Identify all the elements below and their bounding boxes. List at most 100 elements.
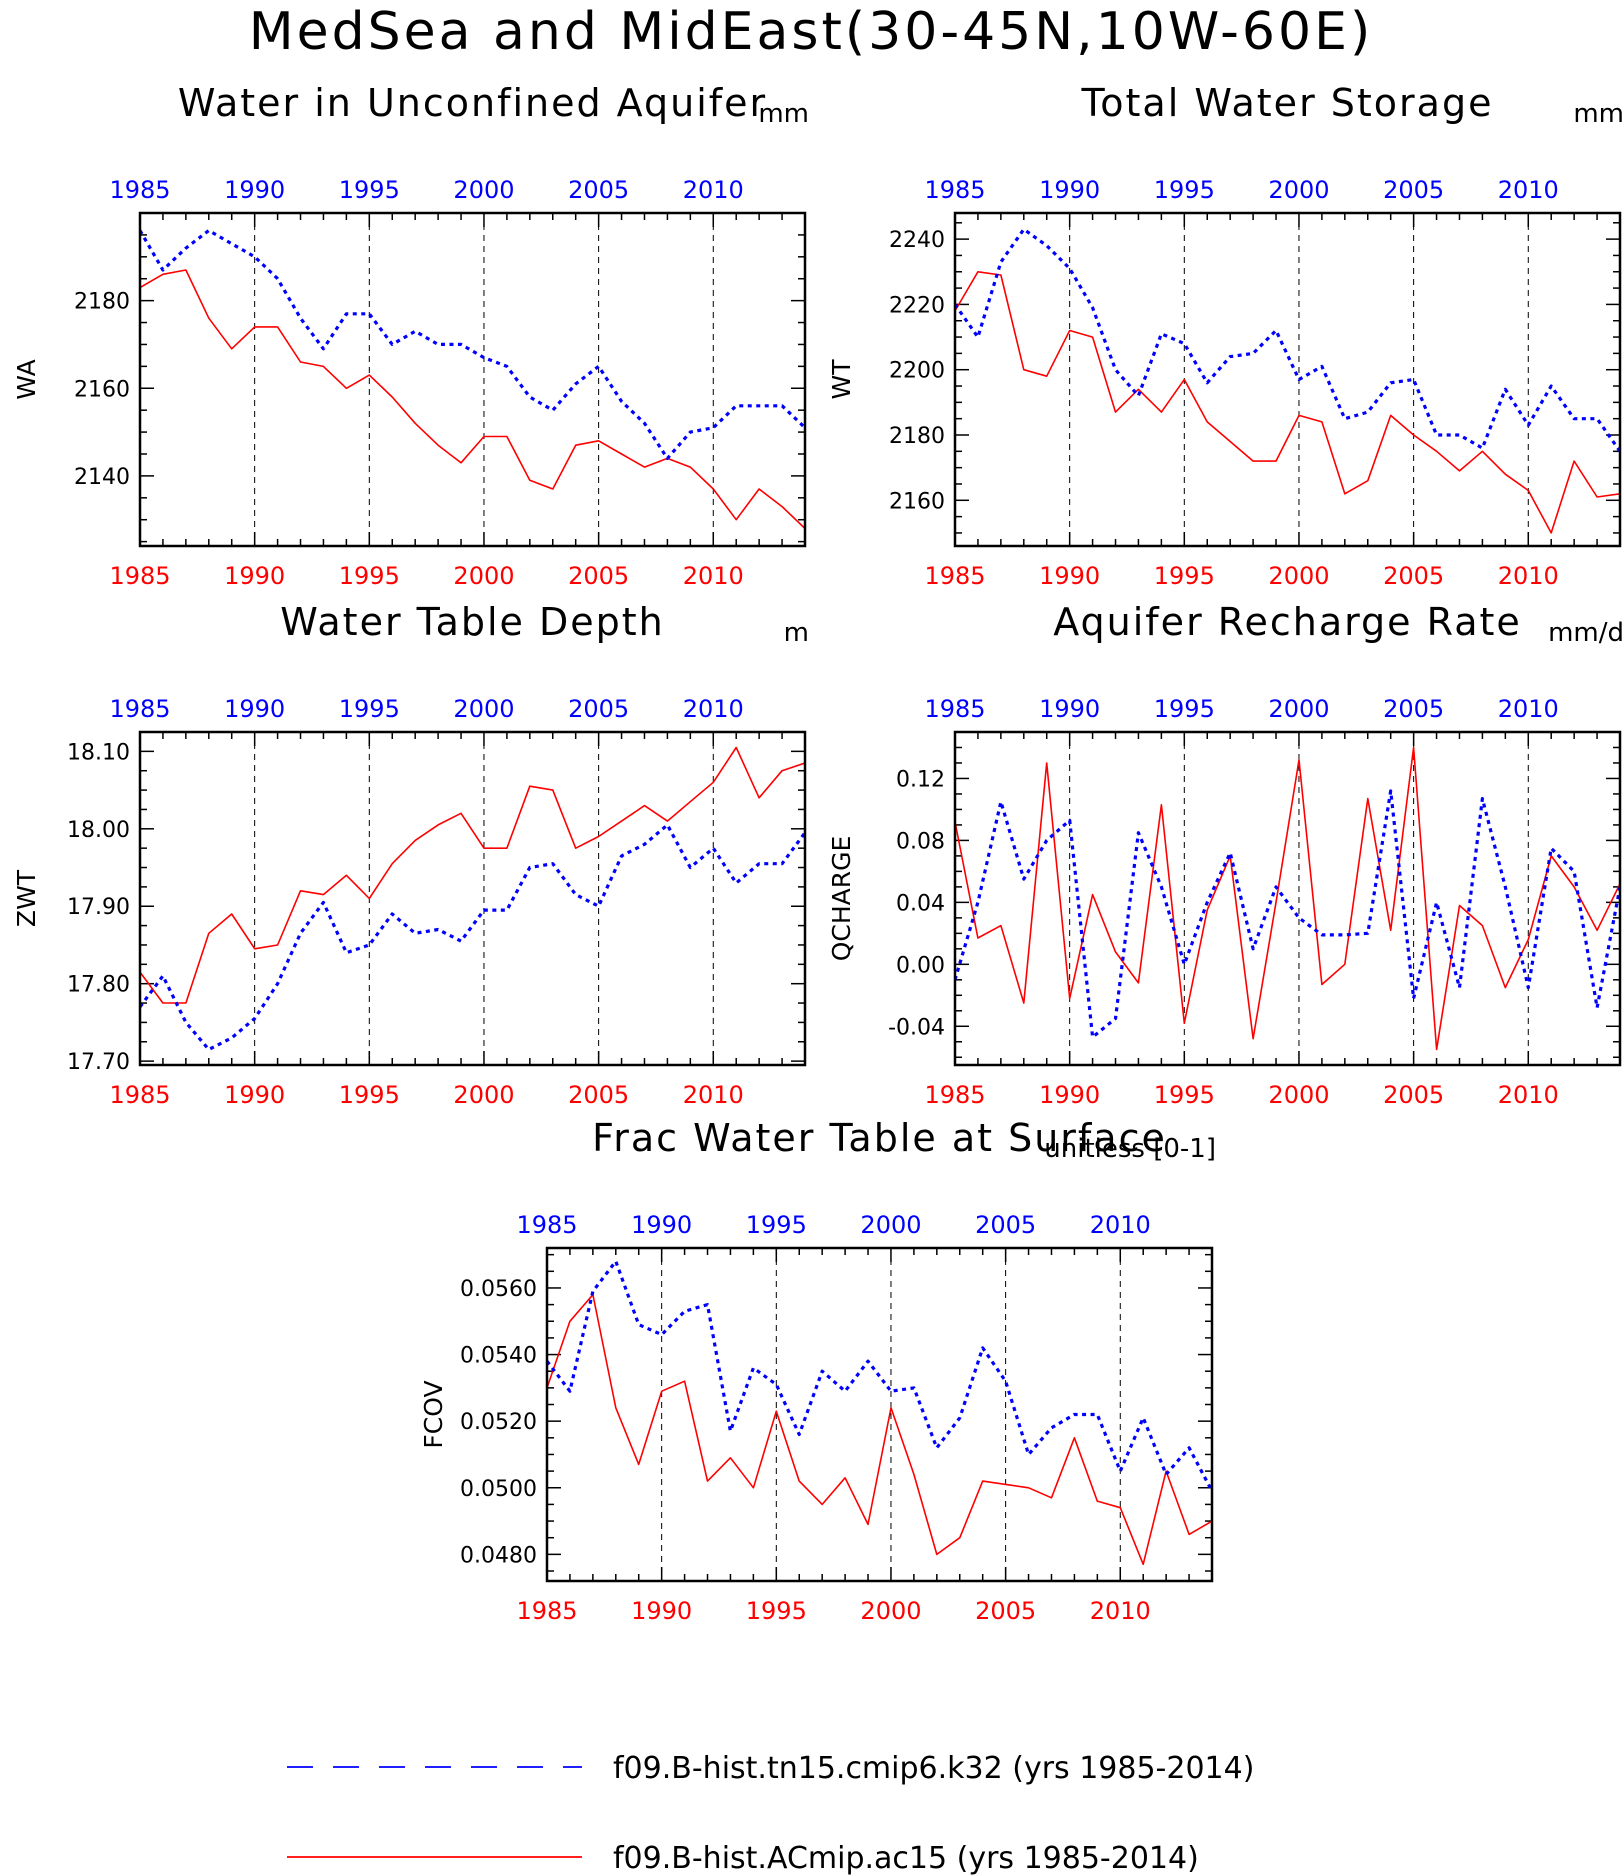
x-tick-label-bottom: 2010 xyxy=(1498,562,1559,590)
series-line-1 xyxy=(955,227,1620,453)
x-tick-label-top: 2000 xyxy=(860,1211,921,1239)
y-tick-label: 0.00 xyxy=(896,953,945,978)
x-tick-label-bottom: 2010 xyxy=(1090,1597,1151,1625)
y-tick-label: 0.0540 xyxy=(460,1344,537,1369)
x-tick-label-top: 1990 xyxy=(1039,695,1100,723)
x-tick-label-top: 2010 xyxy=(683,176,744,204)
x-tick-label-bottom: 2000 xyxy=(1268,1081,1329,1109)
x-tick-label-top: 2005 xyxy=(975,1211,1036,1239)
x-tick-label-bottom: 2000 xyxy=(453,562,514,590)
y-tick-label: 2140 xyxy=(74,465,130,490)
x-tick-label-top: 1985 xyxy=(109,695,170,723)
y-axis-label: ZWT xyxy=(12,869,41,927)
series-line-2 xyxy=(547,1293,1212,1566)
y-tick-label: 18.00 xyxy=(67,818,130,843)
x-tick-label-bottom: 2005 xyxy=(1383,1081,1444,1109)
y-tick-label: 2240 xyxy=(889,228,945,253)
x-tick-label-top: 1985 xyxy=(109,176,170,204)
series-line-2 xyxy=(140,269,805,530)
x-tick-label-top: 1995 xyxy=(339,176,400,204)
x-tick-label-top: 1995 xyxy=(746,1211,807,1239)
x-tick-label-top: 1995 xyxy=(339,695,400,723)
x-tick-label-top: 2010 xyxy=(1498,176,1559,204)
legend: f09.B-hist.tn15.cmip6.k32 (yrs 1985-2014… xyxy=(287,1751,1254,1875)
x-tick-label-top: 2005 xyxy=(568,695,629,723)
x-tick-label-top: 1990 xyxy=(631,1211,692,1239)
chart-panel-4: Aquifer Recharge Rate mm/d QCHARGE 1985 1985… xyxy=(827,600,1622,1109)
x-tick-label-top: 2000 xyxy=(453,176,514,204)
x-tick-label-top: 2005 xyxy=(1383,176,1444,204)
series-line-2 xyxy=(955,746,1620,1051)
chart-title: Water Table Depth xyxy=(280,600,665,644)
x-tick-label-top: 1985 xyxy=(516,1211,577,1239)
x-tick-label-bottom: 1995 xyxy=(339,562,400,590)
x-tick-label-bottom: 1995 xyxy=(1154,1081,1215,1109)
series-line-2 xyxy=(140,746,805,1004)
y-tick-label: 2180 xyxy=(74,290,130,315)
y-tick-label: 2180 xyxy=(889,424,945,449)
x-tick-label-top: 2010 xyxy=(1498,695,1559,723)
chart-panel-2: Total Water Storage mm WT 1985 1985 1990 1990 1… xyxy=(827,81,1622,590)
x-tick-label-bottom: 2005 xyxy=(1383,562,1444,590)
x-tick-label-top: 2005 xyxy=(1383,695,1444,723)
y-tick-label: 18.10 xyxy=(67,740,130,765)
x-tick-label-bottom: 1995 xyxy=(339,1081,400,1109)
x-tick-label-bottom: 2005 xyxy=(975,1597,1036,1625)
y-tick-label: 2160 xyxy=(74,377,130,402)
x-tick-label-bottom: 2000 xyxy=(453,1081,514,1109)
legend-label-1: f09.B-hist.tn15.cmip6.k32 (yrs 1985-2014… xyxy=(613,1751,1254,1786)
x-tick-label-bottom: 2005 xyxy=(568,1081,629,1109)
y-tick-label: 17.80 xyxy=(67,973,130,998)
y-tick-label: 17.90 xyxy=(67,895,130,920)
y-tick-label: 0.0560 xyxy=(460,1277,537,1302)
x-tick-label-bottom: 1985 xyxy=(109,1081,170,1109)
x-tick-label-bottom: 1990 xyxy=(1039,562,1100,590)
legend-label-2: f09.B-hist.ACmip.ac15 (yrs 1985-2014) xyxy=(613,1841,1199,1875)
y-tick-label: 0.0500 xyxy=(460,1477,537,1502)
x-tick-label-bottom: 1995 xyxy=(1154,562,1215,590)
y-tick-label: 0.0480 xyxy=(460,1543,537,1568)
x-tick-label-bottom: 1990 xyxy=(631,1597,692,1625)
x-tick-label-bottom: 2010 xyxy=(683,1081,744,1109)
plot-frame xyxy=(953,730,1622,1067)
y-axis-label: QCHARGE xyxy=(827,836,856,962)
x-tick-label-top: 1990 xyxy=(224,176,285,204)
x-tick-label-bottom: 2010 xyxy=(1498,1081,1559,1109)
plot-frame xyxy=(545,1246,1214,1583)
y-tick-label: 0.08 xyxy=(896,829,945,854)
y-tick-label: 2200 xyxy=(889,359,945,384)
units-label: m xyxy=(784,618,809,648)
x-tick-label-top: 1995 xyxy=(1154,695,1215,723)
y-tick-label: 17.70 xyxy=(67,1050,130,1075)
x-tick-label-bottom: 1990 xyxy=(1039,1081,1100,1109)
y-axis-label: WT xyxy=(827,359,856,400)
y-tick-label: -0.04 xyxy=(888,1015,945,1040)
series-line-1 xyxy=(547,1259,1212,1492)
x-tick-label-bottom: 1995 xyxy=(746,1597,807,1625)
y-tick-label: 0.0520 xyxy=(460,1410,537,1435)
chart-title: Aquifer Recharge Rate xyxy=(1053,600,1522,644)
x-tick-label-top: 1990 xyxy=(1039,176,1100,204)
x-tick-label-top: 1985 xyxy=(924,695,985,723)
chart-panel-3: Water Table Depth m ZWT 1985 1985 1990 1990 199… xyxy=(12,600,809,1109)
x-tick-label-bottom: 2000 xyxy=(1268,562,1329,590)
units-label: unitless [0-1] xyxy=(1044,1134,1216,1164)
x-tick-label-bottom: 1985 xyxy=(109,562,170,590)
chart-title: Water in Unconfined Aquifer xyxy=(178,81,767,125)
x-tick-label-bottom: 1985 xyxy=(924,1081,985,1109)
x-tick-label-top: 2000 xyxy=(1268,695,1329,723)
x-tick-label-bottom: 2000 xyxy=(860,1597,921,1625)
plot-frame xyxy=(138,730,807,1067)
y-tick-label: 0.04 xyxy=(896,891,945,916)
x-tick-label-bottom: 2005 xyxy=(568,562,629,590)
y-tick-label: 2220 xyxy=(889,293,945,318)
y-axis-label: WA xyxy=(12,359,41,399)
y-axis-label: FCOV xyxy=(419,1380,448,1448)
x-tick-label-top: 2000 xyxy=(453,695,514,723)
x-tick-label-top: 2010 xyxy=(1090,1211,1151,1239)
x-tick-label-bottom: 1990 xyxy=(224,1081,285,1109)
series-line-1 xyxy=(140,228,805,460)
x-tick-label-top: 1995 xyxy=(1154,176,1215,204)
